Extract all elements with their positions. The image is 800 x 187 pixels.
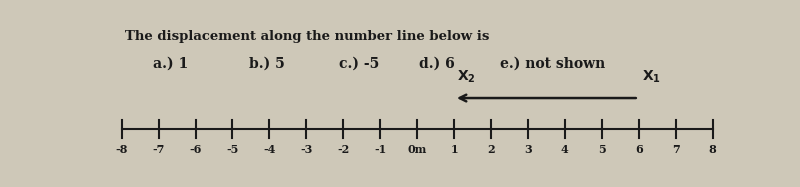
Text: 8: 8 bbox=[709, 144, 717, 155]
Text: 7: 7 bbox=[672, 144, 679, 155]
Text: e.) not shown: e.) not shown bbox=[500, 57, 605, 71]
Text: c.) -5: c.) -5 bbox=[338, 57, 379, 71]
Text: 1: 1 bbox=[450, 144, 458, 155]
Text: $\mathbf{X_2}$: $\mathbf{X_2}$ bbox=[457, 69, 476, 85]
Text: -4: -4 bbox=[263, 144, 276, 155]
Text: 2: 2 bbox=[487, 144, 494, 155]
Text: -8: -8 bbox=[115, 144, 128, 155]
Text: 6: 6 bbox=[635, 144, 642, 155]
Text: b.) 5: b.) 5 bbox=[249, 57, 285, 71]
Text: -3: -3 bbox=[300, 144, 313, 155]
Text: 0m: 0m bbox=[407, 144, 427, 155]
Text: 5: 5 bbox=[598, 144, 606, 155]
Text: -5: -5 bbox=[226, 144, 238, 155]
Text: -7: -7 bbox=[153, 144, 165, 155]
Text: The displacement along the number line below is: The displacement along the number line b… bbox=[125, 30, 489, 43]
Text: 3: 3 bbox=[524, 144, 532, 155]
Text: -6: -6 bbox=[190, 144, 202, 155]
Text: -1: -1 bbox=[374, 144, 386, 155]
Text: 4: 4 bbox=[561, 144, 569, 155]
Text: d.) 6: d.) 6 bbox=[419, 57, 455, 71]
Text: a.) 1: a.) 1 bbox=[153, 57, 188, 71]
Text: $\mathbf{X_1}$: $\mathbf{X_1}$ bbox=[642, 69, 661, 85]
Text: -2: -2 bbox=[337, 144, 350, 155]
